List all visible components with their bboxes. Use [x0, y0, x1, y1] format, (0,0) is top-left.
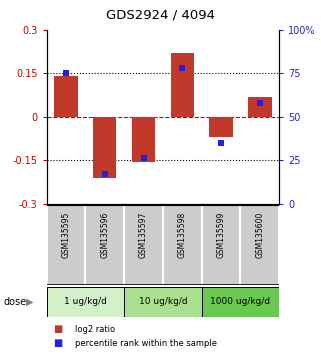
Text: ■: ■ — [53, 324, 62, 334]
Bar — [124, 205, 163, 285]
Bar — [132, 117, 155, 162]
Text: GSM135598: GSM135598 — [178, 212, 187, 258]
Text: 1000 ug/kg/d: 1000 ug/kg/d — [211, 297, 271, 306]
Bar — [47, 287, 124, 317]
Bar — [240, 205, 279, 285]
Text: GDS2924 / 4094: GDS2924 / 4094 — [106, 9, 215, 22]
Text: GSM135595: GSM135595 — [61, 212, 70, 258]
Bar — [54, 76, 78, 117]
Text: 10 ug/kg/d: 10 ug/kg/d — [139, 297, 187, 306]
Text: log2 ratio: log2 ratio — [75, 325, 116, 334]
Text: GSM135600: GSM135600 — [256, 212, 265, 258]
Text: ▶: ▶ — [26, 297, 34, 307]
Bar — [202, 205, 240, 285]
Bar — [209, 117, 233, 137]
Bar — [47, 205, 85, 285]
Text: GSM135596: GSM135596 — [100, 212, 109, 258]
Bar — [248, 97, 272, 117]
Text: GSM135599: GSM135599 — [217, 212, 226, 258]
Bar — [93, 117, 116, 178]
Text: dose: dose — [3, 297, 26, 307]
Bar — [171, 53, 194, 117]
Bar — [202, 287, 279, 317]
Bar — [163, 205, 202, 285]
Text: 1 ug/kg/d: 1 ug/kg/d — [64, 297, 107, 306]
Text: ■: ■ — [53, 338, 62, 348]
Text: GSM135597: GSM135597 — [139, 212, 148, 258]
Bar — [85, 205, 124, 285]
Bar — [124, 287, 202, 317]
Text: percentile rank within the sample: percentile rank within the sample — [75, 339, 217, 348]
